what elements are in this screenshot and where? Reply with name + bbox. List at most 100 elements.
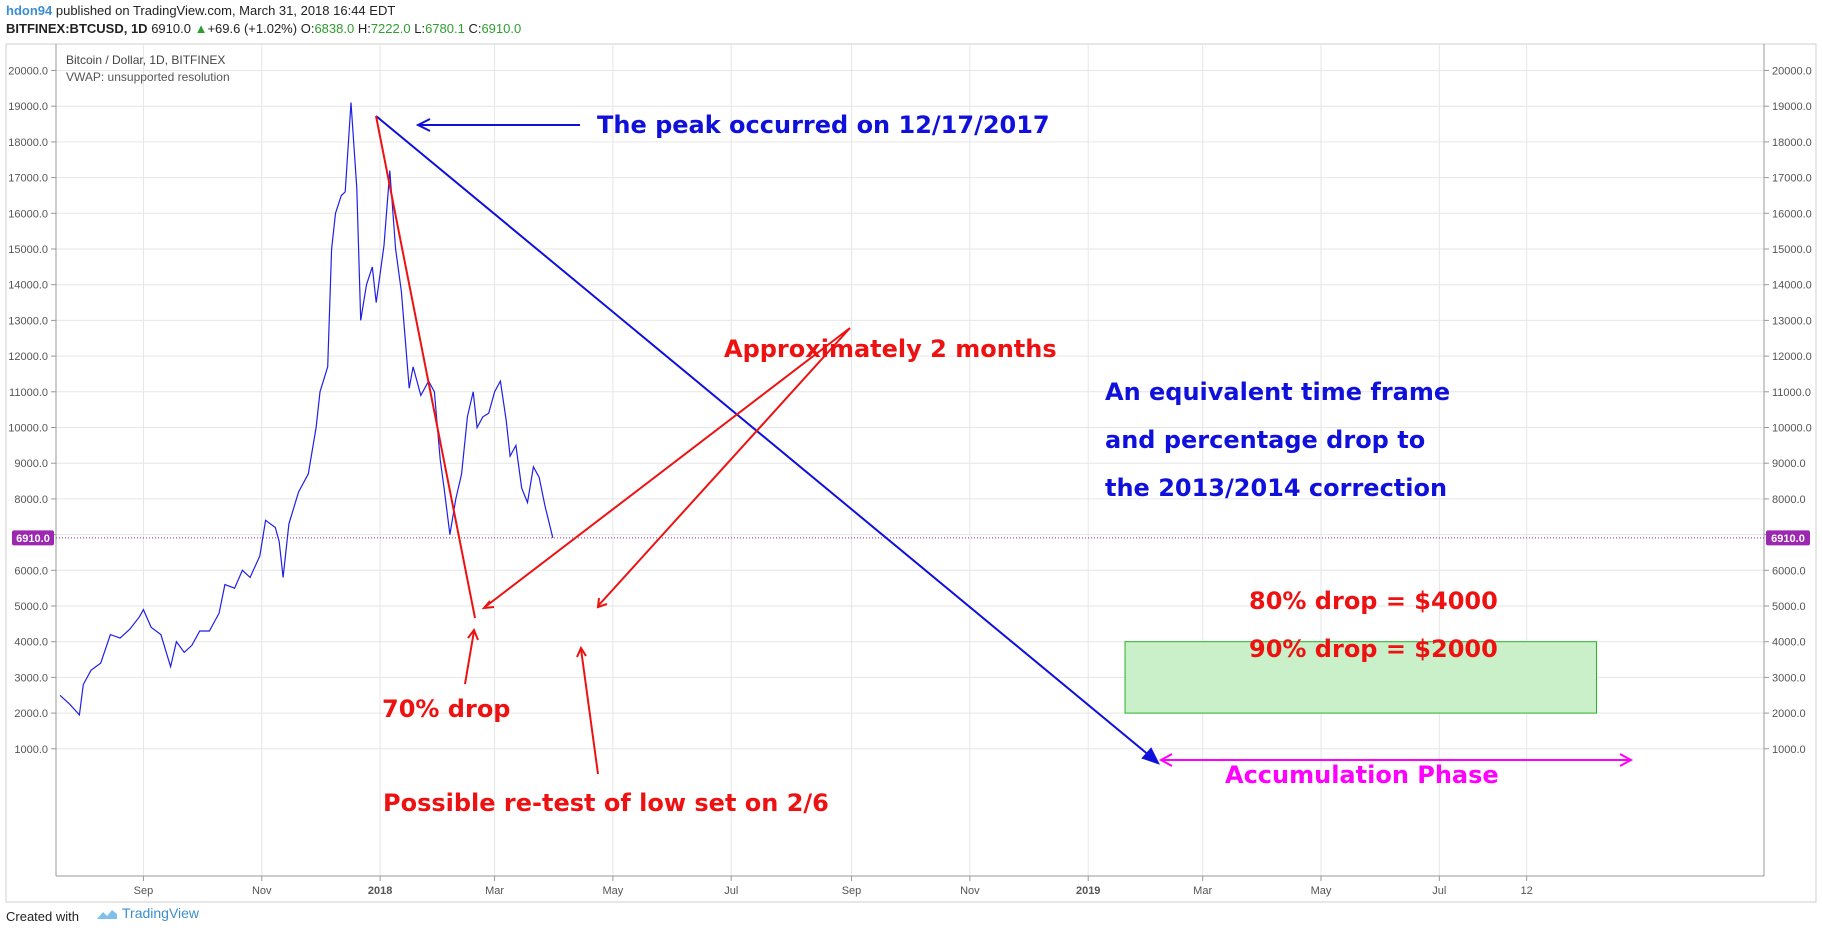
y-tick-label: 17000.0 bbox=[8, 173, 48, 185]
y-tick-label: 10000.0 bbox=[1772, 423, 1812, 435]
publish-info: published on TradingView.com, March 31, … bbox=[55, 3, 396, 18]
close-value: 6910.0 bbox=[481, 21, 522, 36]
y-tick-label: 19000.0 bbox=[8, 101, 48, 113]
months-arrowhead-icon-2 bbox=[596, 597, 608, 609]
y-tick-label: 16000.0 bbox=[8, 208, 48, 220]
peak-arrowhead-icon bbox=[415, 118, 431, 132]
x-tick-label: 12 bbox=[1521, 885, 1533, 897]
x-tick-label: 2019 bbox=[1076, 885, 1100, 897]
x-tick-label: Sep bbox=[842, 885, 862, 897]
y-tick-label: 6000.0 bbox=[14, 565, 48, 577]
ohlc-line: BITFINEX:BTCUSD, 1D 6910.0 ▲+69.6 (+1.02… bbox=[6, 21, 521, 36]
y-tick-label: 15000.0 bbox=[1772, 244, 1812, 256]
y-tick-label: 19000.0 bbox=[1772, 101, 1812, 113]
y-tick-label: 1000.0 bbox=[1772, 744, 1806, 756]
y-tick-label: 4000.0 bbox=[1772, 637, 1806, 649]
last-price: 6910.0 bbox=[151, 21, 191, 36]
open-label: O: bbox=[300, 21, 315, 36]
current-price-tag-left: 6910.0 bbox=[12, 530, 54, 546]
y-tick-label: 16000.0 bbox=[1772, 208, 1812, 220]
time-scale[interactable]: Sep Nov 2018 Mar May Jul Sep Nov 2019 Mar May Jul 12 bbox=[134, 876, 1533, 897]
accumulation-zone bbox=[1124, 641, 1597, 714]
annotation-texts: The peak occurred on 12/17/2017 Approxim… bbox=[382, 111, 1499, 817]
y-tick-label: 11000.0 bbox=[9, 387, 48, 399]
price-series-line bbox=[59, 102, 554, 717]
y-tick-label: 1000.0 bbox=[14, 744, 48, 756]
chart-header: hdon94 published on TradingView.com, Mar… bbox=[0, 0, 1822, 40]
y-tick-label: 6000.0 bbox=[1772, 565, 1806, 577]
y-tick-label: 14000.0 bbox=[8, 280, 48, 292]
equiv-line-3: the 2013/2014 correction bbox=[1105, 474, 1447, 502]
y-tick-label: 2000.0 bbox=[1772, 708, 1806, 720]
x-tick-label: Sep bbox=[134, 885, 154, 897]
svg-text:6910.0: 6910.0 bbox=[1771, 533, 1805, 545]
accum-arrowhead-right-icon bbox=[1619, 753, 1634, 767]
footer: Created with TradingView bbox=[0, 897, 1822, 934]
x-tick-label: 2018 bbox=[368, 885, 392, 897]
x-tick-label: Mar bbox=[485, 885, 504, 897]
y-tick-label: 13000.0 bbox=[8, 315, 48, 327]
chart-frame bbox=[5, 43, 1817, 903]
tradingview-brand: TradingView bbox=[122, 905, 200, 921]
accumulation-label: Accumulation Phase bbox=[1225, 761, 1499, 789]
y-tick-label: 4000.0 bbox=[14, 637, 48, 649]
high-label: H: bbox=[357, 21, 371, 36]
x-tick-label: Jul bbox=[1432, 885, 1446, 897]
y-tick-label: 18000.0 bbox=[8, 137, 48, 149]
created-with-label: Created with bbox=[6, 909, 79, 924]
high-value: 7222.0 bbox=[370, 21, 411, 36]
drop70-arrow bbox=[464, 630, 475, 685]
y-tick-label: 2000.0 bbox=[14, 708, 48, 720]
up-arrow-icon: ▲ bbox=[194, 21, 208, 36]
publish-line: hdon94 published on TradingView.com, Mar… bbox=[6, 3, 395, 18]
drop90-annotation: 90% drop = $2000 bbox=[1249, 635, 1498, 663]
author-link[interactable]: hdon94 bbox=[6, 3, 53, 18]
retest-arrowhead-icon bbox=[576, 645, 587, 658]
retest-arrow bbox=[580, 648, 599, 775]
y-tick-label: 12000.0 bbox=[1772, 351, 1812, 363]
y-tick-label: 14000.0 bbox=[1772, 280, 1812, 292]
y-tick-label: 5000.0 bbox=[1772, 601, 1806, 613]
low-value: 6780.1 bbox=[425, 21, 465, 36]
x-tick-label: Nov bbox=[960, 885, 980, 897]
y-tick-label: 9000.0 bbox=[14, 458, 48, 470]
x-tick-label: Jul bbox=[724, 885, 738, 897]
price-change: +69.6 (+1.02%) bbox=[207, 21, 298, 36]
peak-annotation: The peak occurred on 12/17/2017 bbox=[597, 111, 1050, 139]
y-tick-label: 3000.0 bbox=[14, 672, 48, 684]
retest-annotation: Possible re-test of low set on 2/6 bbox=[383, 789, 829, 817]
y-tick-label: 13000.0 bbox=[1772, 315, 1812, 327]
close-label: C: bbox=[468, 21, 482, 36]
drop70-arrowhead-icon bbox=[467, 627, 479, 641]
price-chart[interactable]: 20000.0 19000.0 18000.0 17000.0 16000.0 15000… bbox=[0, 40, 1822, 904]
x-tick-label: May bbox=[603, 885, 624, 897]
accum-arrowhead-left-icon bbox=[1158, 753, 1173, 767]
equiv-line-2: and percentage drop to bbox=[1105, 426, 1425, 454]
y-tick-label: 8000.0 bbox=[14, 494, 48, 506]
tradingview-link[interactable]: TradingView bbox=[96, 905, 199, 921]
y-tick-label: 17000.0 bbox=[1772, 173, 1812, 185]
right-price-scale[interactable]: 20000.0 19000.0 18000.0 17000.0 16000.0 15000… bbox=[1764, 66, 1812, 756]
svg-text:6910.0: 6910.0 bbox=[16, 533, 50, 545]
y-tick-label: 20000.0 bbox=[1772, 66, 1812, 78]
drop80-annotation: 80% drop = $4000 bbox=[1249, 587, 1498, 615]
open-value: 6838.0 bbox=[314, 21, 355, 36]
y-tick-label: 12000.0 bbox=[8, 351, 48, 363]
tradingview-logo-icon bbox=[97, 910, 117, 920]
y-tick-label: 9000.0 bbox=[1772, 458, 1806, 470]
months-annotation: Approximately 2 months bbox=[724, 335, 1057, 363]
y-tick-label: 8000.0 bbox=[1772, 494, 1806, 506]
months-arrow-to-current bbox=[597, 327, 851, 607]
y-tick-label: 3000.0 bbox=[1772, 672, 1806, 684]
symbol-label: BITFINEX:BTCUSD, 1D bbox=[6, 21, 148, 36]
peak-to-accumulation-line bbox=[375, 115, 1157, 762]
drop70-annotation: 70% drop bbox=[382, 695, 510, 723]
current-price-tag-right: 6910.0 bbox=[1766, 530, 1810, 546]
y-tick-label: 10000.0 bbox=[8, 423, 48, 435]
x-tick-label: May bbox=[1311, 885, 1332, 897]
y-tick-label: 20000.0 bbox=[8, 66, 48, 78]
months-arrowhead-icon-1 bbox=[481, 600, 495, 610]
x-tick-label: Nov bbox=[252, 885, 272, 897]
y-tick-label: 11000.0 bbox=[1772, 387, 1811, 399]
low-label: L: bbox=[414, 21, 426, 36]
